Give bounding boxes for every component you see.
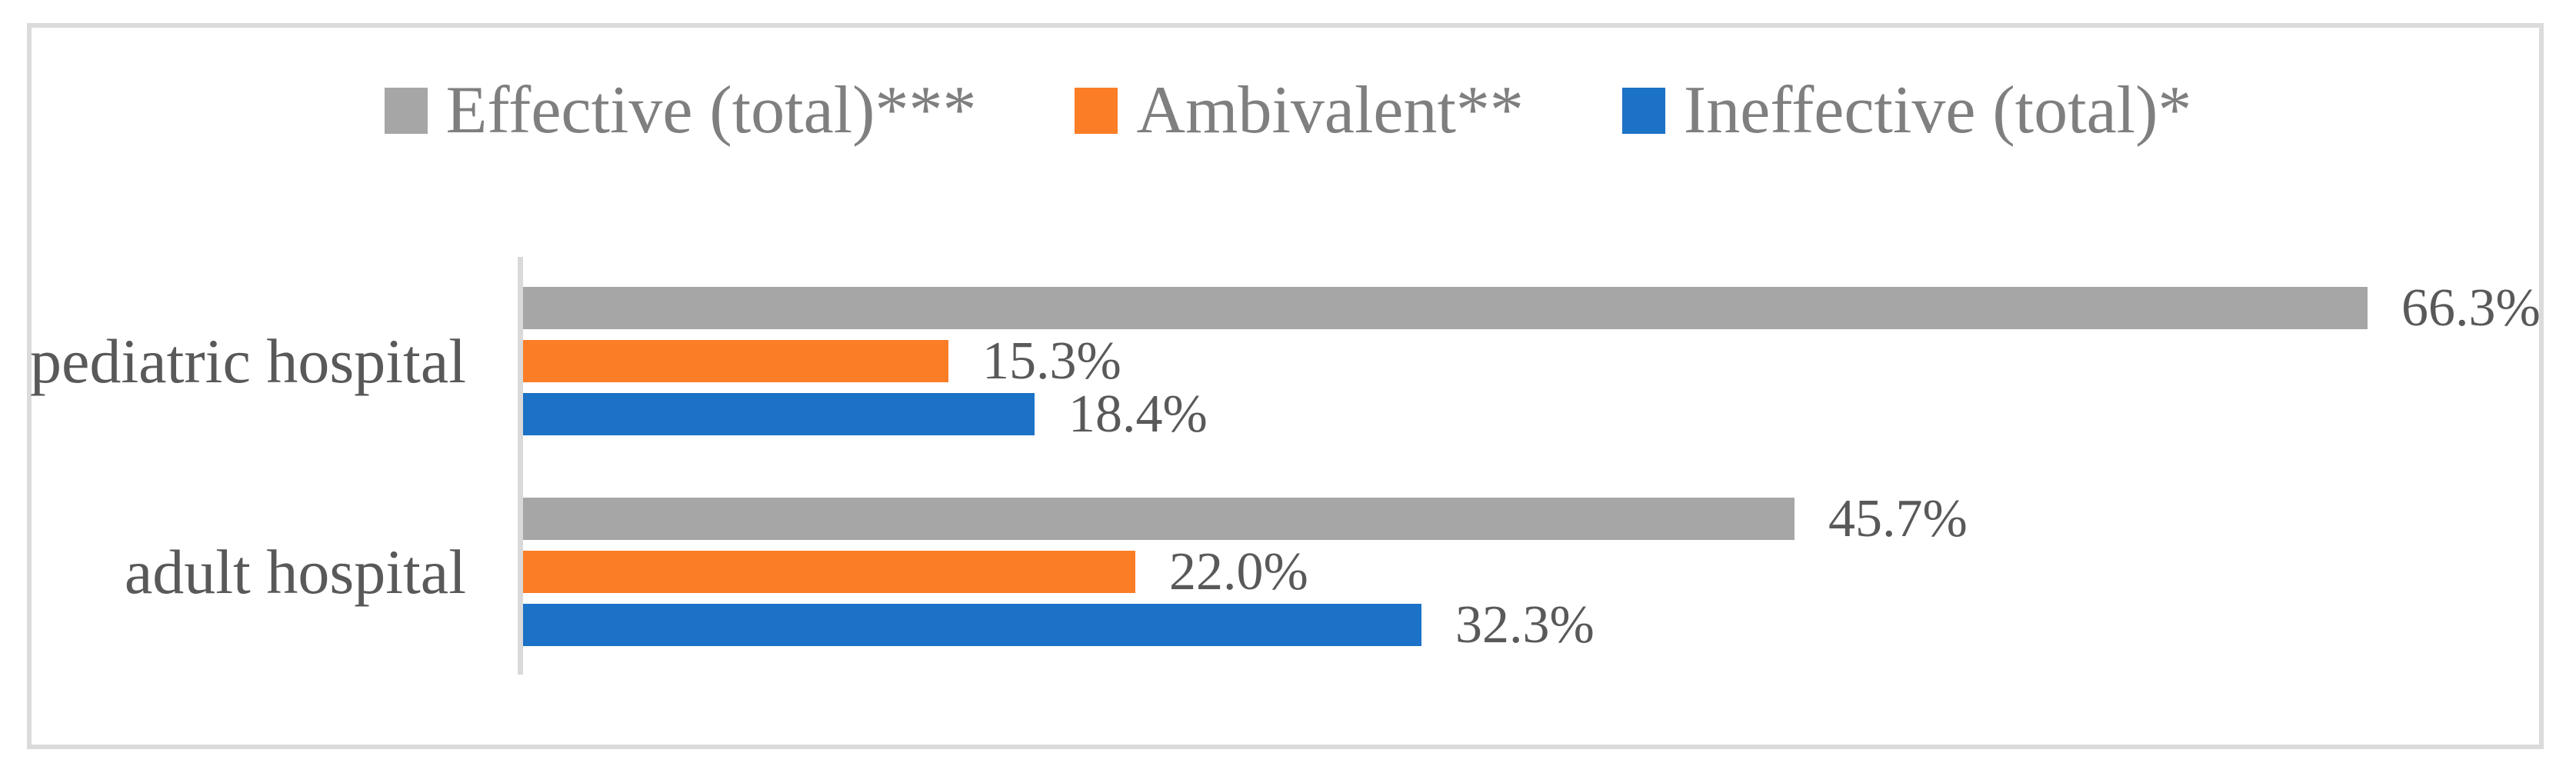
value-label-pediatric-hospital-series-1: 15.3%: [982, 331, 1121, 391]
category-label-adult-hospital: adult hospital: [124, 536, 466, 607]
legend-swatch-ineffective-icon: [1621, 88, 1665, 134]
figure-border: [27, 23, 2544, 749]
value-label-adult-hospital-series-1: 22.0%: [1169, 541, 1308, 601]
bar-pediatric-hospital-series-2: [523, 393, 1035, 435]
y-axis-line: [518, 257, 523, 675]
legend-item-effective: Effective (total)***: [384, 73, 977, 148]
value-label-adult-hospital-series-0: 45.7%: [1828, 488, 1968, 548]
value-label-pediatric-hospital-series-2: 18.4%: [1068, 384, 1208, 444]
bar-adult-hospital-series-0: [523, 498, 1795, 540]
bar-pediatric-hospital-series-0: [523, 287, 2368, 329]
legend-label-ambivalent: Ambivalent**: [1136, 73, 1524, 148]
legend-swatch-ambivalent-icon: [1075, 88, 1118, 134]
legend-swatch-effective-icon: [384, 88, 428, 134]
legend-label-ineffective: Ineffective (total)*: [1683, 73, 2192, 148]
legend-label-effective: Effective (total)***: [445, 73, 977, 148]
legend-item-ambivalent: Ambivalent**: [1075, 73, 1524, 148]
value-label-pediatric-hospital-series-0: 66.3%: [2401, 278, 2541, 338]
bar-pediatric-hospital-series-1: [523, 340, 948, 382]
bar-adult-hospital-series-2: [523, 604, 1421, 646]
legend-item-ineffective: Ineffective (total)*: [1621, 73, 2192, 148]
bar-adult-hospital-series-1: [523, 551, 1135, 593]
chart-legend: Effective (total)*** Ambivalent** Ineffe…: [0, 77, 2576, 145]
value-label-adult-hospital-series-2: 32.3%: [1455, 595, 1595, 655]
category-label-pediatric-hospital: pediatric hospital: [30, 325, 466, 396]
